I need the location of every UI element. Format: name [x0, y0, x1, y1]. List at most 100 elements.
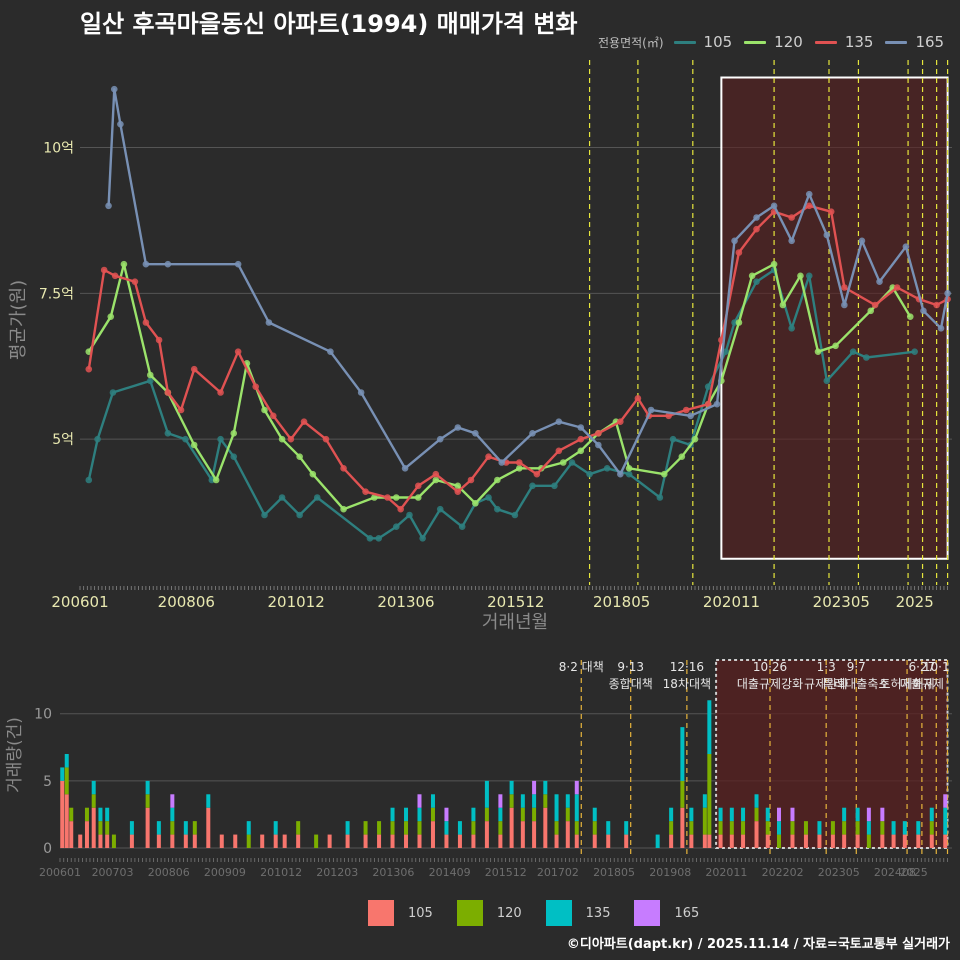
- volume-bar-120: [417, 821, 422, 835]
- price-point-165: [687, 412, 694, 420]
- price-y-axis-title: 평균가(원): [8, 280, 29, 360]
- volume-bar-120: [543, 794, 548, 808]
- price-x-tick-label: 200601: [51, 593, 108, 611]
- price-point-165: [498, 459, 506, 466]
- volume-bar-135: [574, 794, 579, 822]
- volume-bar-120: [98, 821, 103, 835]
- price-y-tick-label: 5억: [52, 432, 74, 448]
- price-point-120: [414, 494, 422, 501]
- volume-bar-120: [390, 821, 395, 835]
- volume-bar-135: [916, 821, 921, 835]
- price-point-105: [85, 476, 93, 484]
- volume-bar-135: [891, 821, 896, 835]
- price-point-120: [625, 465, 633, 472]
- price-point-135: [142, 319, 150, 326]
- volume-bar-120: [866, 834, 871, 848]
- volume-bar-105: [105, 834, 110, 848]
- volume-bar-165: [776, 807, 781, 822]
- volume-bar-105: [444, 834, 449, 848]
- volume-bar-165: [790, 807, 795, 822]
- price-point-135: [634, 395, 642, 402]
- volume-bar-120: [803, 821, 808, 835]
- price-point-165: [944, 290, 951, 297]
- price-point-135: [617, 418, 624, 425]
- price-point-165: [142, 260, 150, 268]
- volume-bar-120: [91, 794, 96, 808]
- price-point-105: [625, 470, 633, 478]
- volume-bar-135: [655, 834, 660, 848]
- volume-bar-135: [702, 794, 707, 808]
- volume-bar-120: [296, 821, 301, 835]
- volume-bar-105: [689, 834, 694, 848]
- price-point-120: [190, 441, 198, 449]
- volume-bar-105: [754, 821, 759, 848]
- volume-bar-120: [554, 821, 559, 835]
- policy-annotation: 8·2 대책: [559, 659, 604, 674]
- volume-bar-105: [390, 834, 395, 848]
- volume-bar-135: [669, 807, 674, 822]
- price-point-105: [296, 511, 303, 519]
- volume-legend-swatch-105: [368, 900, 394, 926]
- price-point-165: [265, 319, 273, 326]
- price-point-135: [533, 470, 541, 478]
- volume-bar-165: [417, 794, 422, 808]
- price-point-105: [146, 377, 154, 385]
- policy-annotation: 9·7: [847, 660, 866, 674]
- volume-y-axis-title: 거래량(건): [5, 717, 25, 793]
- price-x-tick-label: 200806: [158, 593, 215, 611]
- price-point-120: [691, 435, 699, 443]
- price-point-120: [660, 470, 668, 478]
- price-point-105: [375, 535, 383, 542]
- volume-bar-120: [471, 821, 476, 835]
- volume-bar-135: [754, 794, 759, 808]
- legend-line-165: [885, 40, 908, 44]
- price-point-165: [770, 202, 778, 210]
- volume-bar-120: [84, 807, 89, 822]
- price-point-165: [937, 325, 945, 332]
- volume-bar-120: [111, 834, 116, 848]
- price-legend-item-105: 105: [673, 33, 739, 51]
- volume-bar-105: [192, 834, 197, 848]
- price-point-165: [401, 465, 409, 472]
- policy-annotation: 1·3: [817, 660, 836, 674]
- volume-legend-item-120: 120: [456, 900, 522, 926]
- volume-bar-135: [457, 821, 462, 835]
- price-point-105: [109, 389, 117, 396]
- price-point-165: [555, 418, 563, 425]
- volume-x-tick-label: 201702: [537, 866, 579, 879]
- price-x-tick-label: 201306: [377, 593, 434, 611]
- volume-bar-120: [404, 821, 409, 835]
- volume-bar-135: [98, 807, 103, 822]
- price-x-tick-label: 202011: [703, 593, 760, 611]
- price-point-135: [190, 365, 198, 373]
- volume-bar-135: [273, 821, 278, 835]
- volume-bar-105: [790, 834, 795, 848]
- volume-bar-135: [817, 821, 822, 835]
- price-point-165: [731, 237, 738, 245]
- price-point-105: [511, 511, 519, 519]
- price-point-135: [155, 336, 163, 344]
- price-point-165: [617, 470, 624, 478]
- volume-bar-135: [390, 807, 395, 822]
- volume-bar-105: [669, 834, 674, 848]
- policy-annotation: 12·16: [670, 660, 704, 674]
- volume-x-tick-label: 2025: [900, 866, 928, 879]
- volume-bar-165: [574, 780, 579, 795]
- volume-bar-165: [170, 794, 175, 808]
- source-caption: ©디아파트(dapt.kr) / 2025.11.14 / 자료=국토교통부 실…: [566, 937, 950, 952]
- volume-legend-swatch-120: [456, 900, 483, 926]
- volume-bar-135: [776, 821, 781, 835]
- price-point-165: [117, 120, 124, 128]
- volume-x-tick-label: 202305: [818, 866, 860, 879]
- price-point-105: [182, 435, 189, 443]
- price-legend-item-120: 120: [744, 33, 809, 51]
- volume-bar-105: [363, 834, 368, 848]
- price-point-135: [300, 418, 308, 425]
- volume-bar-135: [943, 807, 948, 835]
- volume-bar-105: [60, 780, 65, 848]
- volume-bar-135: [729, 807, 734, 822]
- price-point-165: [805, 190, 813, 198]
- volume-x-tick-label: 201908: [649, 866, 691, 879]
- price-point-120: [472, 500, 479, 507]
- volume-bar-135: [105, 807, 110, 822]
